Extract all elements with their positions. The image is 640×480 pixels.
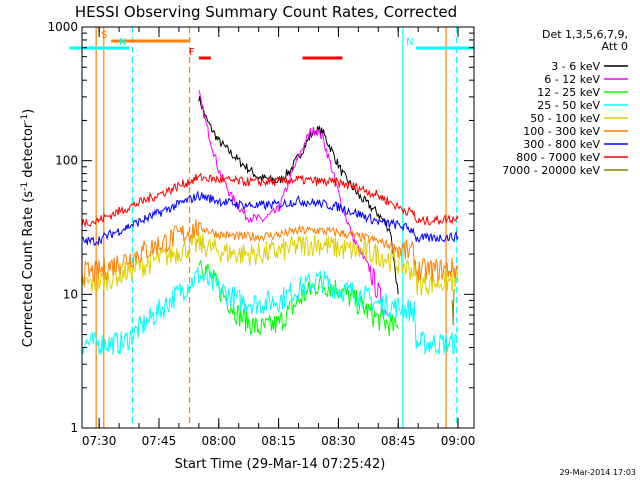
series-line-4 <box>82 231 459 296</box>
series-line-5 <box>82 219 459 287</box>
legend-label: 25 - 50 keV <box>537 99 600 112</box>
chart-title: HESSI Observing Summary Count Rates, Cor… <box>75 3 457 21</box>
y-tick-label: 1 <box>70 421 78 435</box>
x-tick-label: 07:30 <box>82 434 117 448</box>
y-tick-label: 10 <box>63 287 78 301</box>
footer-stamp: 29-Mar-2014 17:03 <box>560 468 637 477</box>
series-line-8 <box>451 288 455 326</box>
x-tick-label: 09:00 <box>441 434 476 448</box>
y-tick-label: 100 <box>55 154 78 168</box>
x-tick-label: 08:15 <box>261 434 296 448</box>
series-line-7 <box>82 172 459 228</box>
legend-label: 3 - 6 keV <box>551 60 600 73</box>
legend-label: 50 - 100 keV <box>530 112 600 125</box>
legend-label: 100 - 300 keV <box>523 125 600 138</box>
series-line-2 <box>198 258 399 337</box>
legend-title: Det 1,3,5,6,7,9, <box>542 28 628 41</box>
x-tick-label: 08:00 <box>201 434 236 448</box>
flag-label: S <box>101 30 107 41</box>
legend-label: 800 - 7000 keV <box>516 151 600 164</box>
series-line-6 <box>82 190 459 247</box>
legend-label: 6 - 12 keV <box>544 73 600 86</box>
legend-label: 12 - 25 keV <box>537 86 600 99</box>
y-axis-label: Corrected Count Rate (s-1 detector-1) <box>20 109 36 347</box>
legend-label: 7000 - 20000 keV <box>502 164 600 177</box>
y-tick-label: 1000 <box>47 20 78 34</box>
legend-label: 300 - 800 keV <box>523 138 600 151</box>
x-tick-label: 08:45 <box>381 434 416 448</box>
series-line-3 <box>82 266 459 356</box>
x-axis-label: Start Time (29-Mar-14 07:25:42) <box>175 457 386 472</box>
x-tick-label: 08:30 <box>321 434 356 448</box>
legend-subtitle: Att 0 <box>602 40 628 53</box>
flag-label: N <box>119 37 126 48</box>
series-line-1 <box>198 89 387 319</box>
flag-label: F <box>189 47 195 58</box>
plot-frame <box>81 26 475 429</box>
x-tick-label: 07:45 <box>142 434 177 448</box>
flag-label: N <box>406 37 413 48</box>
